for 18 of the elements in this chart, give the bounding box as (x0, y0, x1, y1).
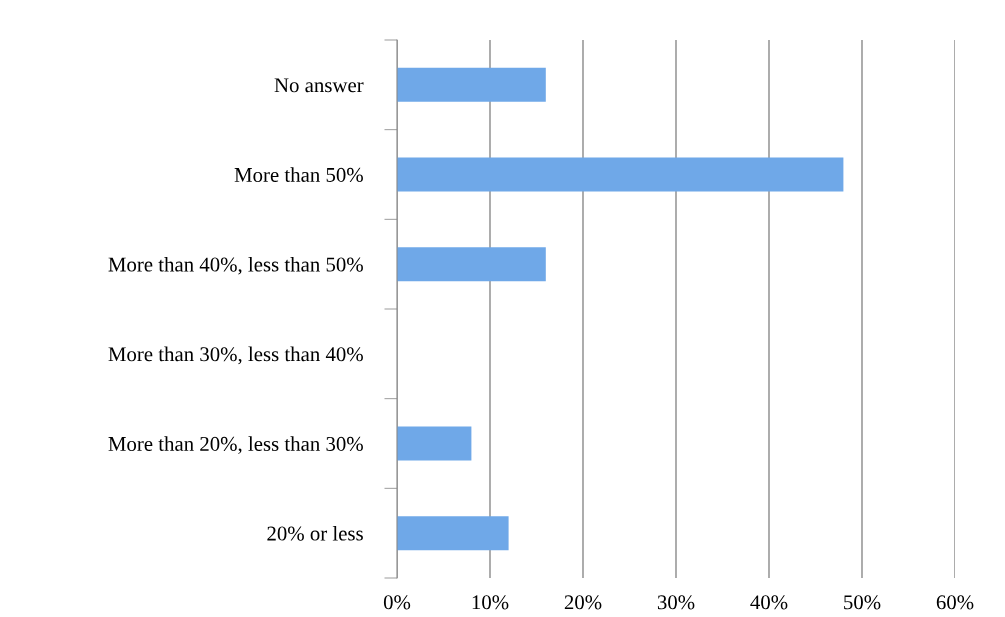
y-tick-label: No answer (274, 78, 364, 93)
x-tick-label: 10% (472, 595, 509, 610)
y-tick-label: More than 40%, less than 50% (108, 256, 363, 275)
x-tick-label: 30% (657, 595, 695, 610)
bar (397, 157, 844, 192)
bar (397, 516, 509, 551)
y-tick-label: More than 30%, less than 40% (108, 346, 363, 365)
bar (397, 67, 546, 102)
bar (397, 247, 546, 282)
x-tick-label: 60% (936, 595, 974, 610)
x-tick-label: 50% (844, 595, 881, 610)
y-tick-label: More than 20%, less than 30% (108, 436, 363, 454)
bar (397, 426, 472, 461)
x-tick-label: 0% (383, 595, 411, 610)
y-tick-label: More than 50% (234, 167, 363, 182)
x-tick-label: 20% (564, 595, 602, 610)
y-tick-label: 20% or less (267, 525, 363, 541)
x-tick-label: 40% (750, 595, 788, 610)
